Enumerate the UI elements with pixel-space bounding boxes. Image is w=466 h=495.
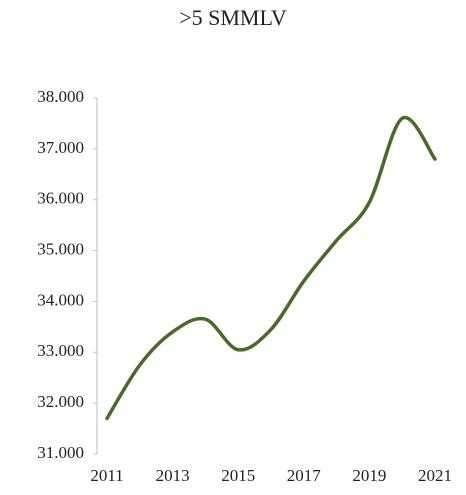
y-tick-label: 38.000 xyxy=(37,87,84,106)
y-tick-label: 31.000 xyxy=(37,443,84,462)
data-line xyxy=(105,115,437,421)
y-tick-label: 32.000 xyxy=(37,392,84,411)
y-tick-label: 35.000 xyxy=(37,239,84,258)
y-tick-label: 34.000 xyxy=(37,290,84,309)
chart-title: >5 SMMLV xyxy=(179,5,287,30)
x-tick-label: 2013 xyxy=(156,466,190,485)
x-tick-label: 2019 xyxy=(352,466,386,485)
y-tick-label: 37.000 xyxy=(37,138,84,157)
x-tick-label: 2021 xyxy=(418,466,452,485)
y-tick-label: 36.000 xyxy=(37,189,84,208)
x-tick-label: 2017 xyxy=(287,466,322,485)
x-tick-label: 2015 xyxy=(221,466,255,485)
x-tick-label: 2011 xyxy=(90,466,123,485)
y-tick-label: 33.000 xyxy=(37,341,84,360)
